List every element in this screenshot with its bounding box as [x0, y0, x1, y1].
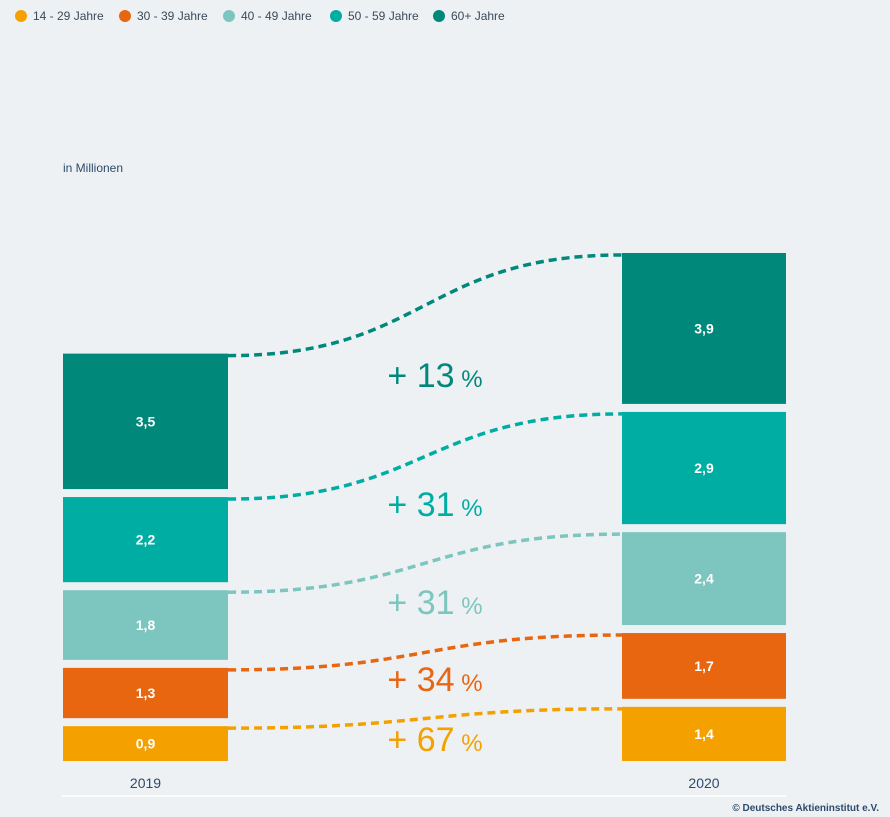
bar-value-label: 3,9	[694, 320, 714, 336]
bar-segment	[622, 411, 786, 525]
bars: 0,9 1,3 1,8 2,2 3,5 1,4 1,7 2,4 2,9 3,9	[63, 252, 786, 761]
bar-value-label: 2,2	[136, 532, 156, 548]
bar-segment	[622, 633, 786, 699]
legend-swatch	[119, 10, 131, 22]
legend-label: 60+ Jahre	[451, 9, 505, 23]
bar-value-label: 1,7	[694, 658, 714, 674]
bar-segment	[63, 667, 228, 719]
change-label: + 31 %	[387, 486, 482, 524]
year-label: 2019	[130, 775, 161, 791]
legend-label: 50 - 59 Jahre	[348, 9, 419, 23]
unit-label: in Millionen	[63, 161, 123, 175]
connector-line	[227, 253, 623, 358]
bar-value-label: 0,9	[136, 736, 156, 752]
legend-label: 14 - 29 Jahre	[33, 9, 104, 23]
legend-swatch	[330, 10, 342, 22]
legend-label: 40 - 49 Jahre	[241, 9, 312, 23]
connector-line	[227, 532, 623, 594]
change-label: + 34 %	[387, 661, 482, 699]
change-label: + 13 %	[387, 357, 482, 395]
connector-line	[227, 707, 623, 730]
bar-segment	[622, 706, 786, 761]
bar-value-label: 3,5	[136, 413, 156, 429]
change-labels: + 67 % + 34 % + 31 % + 31 % + 13 %	[387, 357, 482, 759]
legend-swatch	[15, 10, 27, 22]
legend: 14 - 29 Jahre 30 - 39 Jahre 40 - 49 Jahre 5…	[15, 9, 505, 23]
bar-segment	[63, 590, 228, 660]
legend-swatch	[433, 10, 445, 22]
bar-value-label: 2,4	[694, 571, 714, 587]
bar-value-label: 1,4	[694, 726, 714, 742]
bar-segment	[63, 353, 228, 490]
year-label: 2020	[688, 775, 719, 791]
bar-segment	[63, 497, 228, 583]
legend-label: 30 - 39 Jahre	[137, 9, 208, 23]
bar-segment	[622, 252, 786, 404]
bar-value-label: 1,3	[136, 685, 156, 701]
connector-line	[227, 412, 623, 501]
year-labels: 2019 2020	[130, 775, 720, 791]
change-label: + 31 %	[387, 584, 482, 622]
bar-value-label: 2,9	[694, 460, 714, 476]
change-label: + 67 %	[387, 721, 482, 759]
copyright: © Deutsches Aktieninstitut e.V.	[732, 803, 879, 814]
bar-segment	[63, 726, 228, 761]
bar-segment	[622, 532, 786, 626]
connector-line	[227, 633, 623, 672]
legend-swatch	[223, 10, 235, 22]
bar-value-label: 1,8	[136, 617, 156, 633]
connectors	[227, 253, 623, 730]
